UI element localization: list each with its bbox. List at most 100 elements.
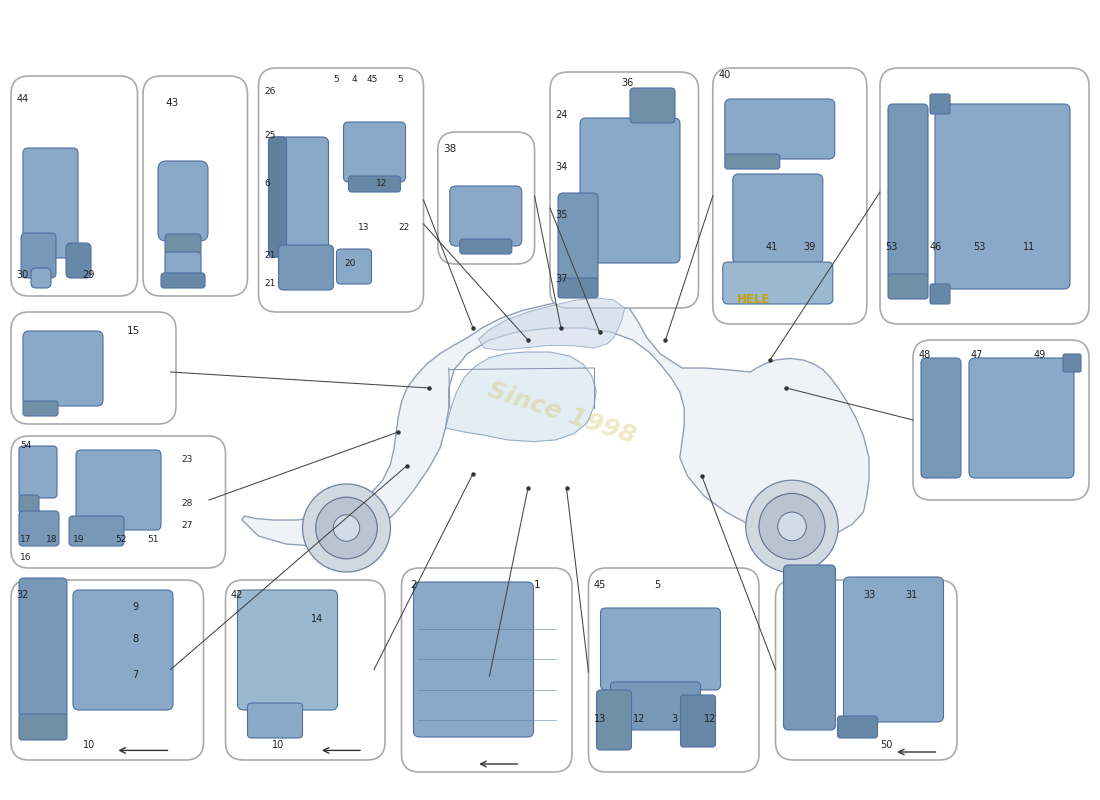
Text: 53: 53 <box>886 242 898 252</box>
Text: 21: 21 <box>264 279 275 288</box>
Text: 22: 22 <box>398 223 409 232</box>
Text: 7: 7 <box>132 670 139 680</box>
Text: 16: 16 <box>20 553 31 562</box>
Text: 4: 4 <box>352 75 358 84</box>
Text: 5: 5 <box>397 75 403 84</box>
Text: 34: 34 <box>556 162 568 172</box>
Text: 45: 45 <box>366 75 377 84</box>
Polygon shape <box>478 298 625 350</box>
FancyBboxPatch shape <box>69 516 124 546</box>
FancyBboxPatch shape <box>73 590 173 710</box>
FancyBboxPatch shape <box>888 274 928 299</box>
Text: 37: 37 <box>556 274 568 284</box>
Circle shape <box>333 515 360 541</box>
FancyBboxPatch shape <box>550 72 698 308</box>
Circle shape <box>302 484 390 572</box>
Text: 19: 19 <box>73 535 84 544</box>
FancyBboxPatch shape <box>725 99 835 159</box>
FancyBboxPatch shape <box>226 580 385 760</box>
FancyBboxPatch shape <box>880 68 1089 324</box>
Text: 35: 35 <box>556 210 568 220</box>
Text: 5: 5 <box>333 75 339 84</box>
FancyBboxPatch shape <box>268 137 329 257</box>
FancyBboxPatch shape <box>23 331 103 406</box>
Text: 27: 27 <box>182 521 192 530</box>
FancyBboxPatch shape <box>31 268 51 288</box>
Text: 1: 1 <box>534 579 540 590</box>
Text: HELE: HELE <box>737 294 770 306</box>
FancyBboxPatch shape <box>165 252 201 278</box>
Text: 18: 18 <box>46 535 57 544</box>
Text: 32: 32 <box>16 590 29 600</box>
Polygon shape <box>446 352 596 442</box>
Text: 25: 25 <box>264 131 275 140</box>
FancyBboxPatch shape <box>723 262 833 304</box>
FancyBboxPatch shape <box>601 608 720 690</box>
Text: 6: 6 <box>264 179 270 188</box>
Text: 12: 12 <box>632 714 645 724</box>
Text: 49: 49 <box>1034 350 1046 360</box>
Text: 47: 47 <box>970 350 982 360</box>
Text: 13: 13 <box>594 714 606 724</box>
Text: 36: 36 <box>621 78 634 88</box>
Text: 23: 23 <box>182 455 192 464</box>
FancyBboxPatch shape <box>343 122 406 182</box>
FancyBboxPatch shape <box>844 577 944 722</box>
FancyBboxPatch shape <box>783 565 836 730</box>
FancyBboxPatch shape <box>23 148 78 258</box>
Text: 2: 2 <box>410 579 417 590</box>
Text: 42: 42 <box>231 590 243 600</box>
Text: 52: 52 <box>116 535 127 544</box>
Text: 51: 51 <box>147 535 158 544</box>
FancyBboxPatch shape <box>66 243 91 278</box>
FancyBboxPatch shape <box>19 446 57 498</box>
FancyBboxPatch shape <box>725 154 780 169</box>
Text: 13: 13 <box>358 223 368 232</box>
FancyBboxPatch shape <box>278 245 333 290</box>
FancyBboxPatch shape <box>268 137 286 257</box>
Circle shape <box>759 494 825 559</box>
Text: 10: 10 <box>272 741 284 750</box>
Text: 12: 12 <box>376 179 387 188</box>
Text: 20: 20 <box>344 259 355 268</box>
FancyBboxPatch shape <box>558 193 598 283</box>
FancyBboxPatch shape <box>165 234 201 256</box>
Text: 50: 50 <box>880 741 892 750</box>
Text: 15: 15 <box>126 326 140 336</box>
FancyBboxPatch shape <box>76 450 161 530</box>
FancyBboxPatch shape <box>913 340 1089 500</box>
FancyBboxPatch shape <box>11 76 138 296</box>
FancyBboxPatch shape <box>158 161 208 241</box>
Text: 40: 40 <box>718 70 730 80</box>
FancyBboxPatch shape <box>921 358 961 478</box>
FancyBboxPatch shape <box>888 104 928 279</box>
Text: 28: 28 <box>182 499 192 508</box>
Text: 9: 9 <box>132 602 139 612</box>
FancyBboxPatch shape <box>11 580 204 760</box>
Text: 26: 26 <box>264 87 275 96</box>
FancyBboxPatch shape <box>402 568 572 772</box>
FancyBboxPatch shape <box>337 249 372 284</box>
FancyBboxPatch shape <box>19 511 59 546</box>
Text: 38: 38 <box>443 143 456 154</box>
FancyBboxPatch shape <box>450 186 521 246</box>
Text: 5: 5 <box>654 579 661 590</box>
Text: 39: 39 <box>803 242 815 252</box>
Text: 17: 17 <box>20 535 31 544</box>
FancyBboxPatch shape <box>19 714 67 740</box>
FancyBboxPatch shape <box>1063 354 1081 372</box>
Text: 10: 10 <box>82 741 95 750</box>
Text: 43: 43 <box>165 98 178 108</box>
FancyBboxPatch shape <box>930 94 950 114</box>
FancyBboxPatch shape <box>23 401 58 416</box>
FancyBboxPatch shape <box>19 578 67 718</box>
FancyBboxPatch shape <box>248 703 302 738</box>
FancyBboxPatch shape <box>630 88 675 123</box>
FancyBboxPatch shape <box>143 76 248 296</box>
FancyBboxPatch shape <box>935 104 1070 289</box>
FancyBboxPatch shape <box>681 695 715 747</box>
FancyBboxPatch shape <box>588 568 759 772</box>
Text: 29: 29 <box>82 270 95 280</box>
FancyBboxPatch shape <box>11 436 225 568</box>
Circle shape <box>746 480 838 573</box>
